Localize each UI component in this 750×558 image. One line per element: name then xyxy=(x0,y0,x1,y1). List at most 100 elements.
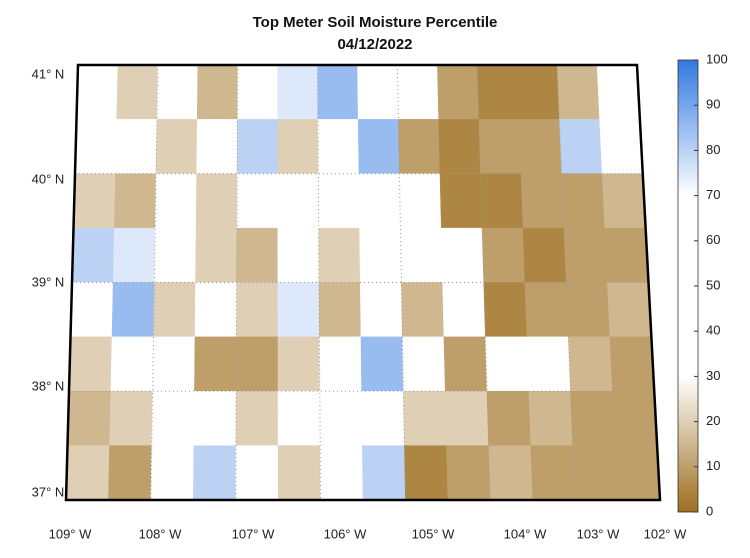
moisture-cell xyxy=(235,445,279,501)
colorbar-tick-label: 20 xyxy=(706,413,720,428)
moisture-cell xyxy=(442,282,486,338)
moisture-cell xyxy=(596,64,641,120)
lon-label: 109° W xyxy=(49,526,93,541)
moisture-cell xyxy=(478,119,522,174)
moisture-cell xyxy=(318,227,361,283)
lon-label: 103° W xyxy=(577,526,621,541)
moisture-cell xyxy=(318,173,360,229)
moisture-cell xyxy=(397,64,439,120)
lon-label: 108° W xyxy=(139,526,183,541)
lon-label: 107° W xyxy=(232,526,276,541)
moisture-cell xyxy=(570,391,616,446)
moisture-cell xyxy=(446,445,491,501)
moisture-cell xyxy=(357,119,400,174)
moisture-cell xyxy=(195,227,238,283)
moisture-cell xyxy=(277,64,319,120)
moisture-cell xyxy=(150,445,195,501)
moisture-cell xyxy=(400,227,443,283)
moisture-cell xyxy=(601,173,646,229)
moisture-cell xyxy=(111,282,155,338)
colorbar-tick-label: 40 xyxy=(706,323,720,338)
moisture-cell xyxy=(565,282,611,338)
moisture-cell xyxy=(360,336,404,392)
moisture-cell xyxy=(362,445,406,501)
moisture-cell xyxy=(114,173,157,229)
colorbar-tick-label: 70 xyxy=(706,187,720,202)
subtitle: 04/12/2022 xyxy=(337,36,412,53)
moisture-cell xyxy=(277,282,320,338)
moisture-cell xyxy=(604,227,649,283)
moisture-cell xyxy=(317,119,360,174)
state-border xyxy=(64,63,662,502)
moisture-cell xyxy=(67,391,112,446)
moisture-cell xyxy=(524,282,569,338)
moisture-cell xyxy=(194,336,237,392)
moisture-cell xyxy=(599,119,644,174)
moisture-cell xyxy=(359,227,402,283)
moisture-cell xyxy=(404,445,449,501)
moisture-cell xyxy=(70,282,114,338)
moisture-cell xyxy=(403,391,447,446)
graticule xyxy=(396,64,406,501)
moisture-cell xyxy=(561,173,606,229)
lon-label: 102° W xyxy=(644,526,688,541)
moisture-cell xyxy=(486,391,532,446)
colorbar-tick-label: 30 xyxy=(706,368,720,383)
moisture-cell xyxy=(277,227,320,283)
graticule xyxy=(235,64,239,501)
moisture-cell xyxy=(237,64,278,120)
moisture-cell xyxy=(115,119,158,174)
colorbar-tick-label: 100 xyxy=(706,51,728,66)
moisture-cell xyxy=(236,173,279,229)
moisture-cell xyxy=(319,445,364,501)
moisture-cell xyxy=(196,64,238,120)
colorbar-tick-label: 60 xyxy=(706,232,720,247)
moisture-cell xyxy=(73,173,116,229)
moisture-cell xyxy=(516,64,560,120)
lat-label: 39° N xyxy=(32,274,65,289)
moisture-cell xyxy=(236,282,279,338)
moisture-cell xyxy=(438,119,481,174)
moisture-cell xyxy=(398,119,441,174)
moisture-cell xyxy=(235,336,279,392)
moisture-cell xyxy=(195,173,238,229)
colorbar-tick-label: 10 xyxy=(706,458,720,473)
moisture-cell xyxy=(402,336,446,392)
moisture-cell xyxy=(520,173,565,229)
moisture-cell xyxy=(110,336,154,392)
moisture-cell xyxy=(154,173,197,229)
title: Top Meter Soil Moisture Percentile xyxy=(253,14,498,31)
lat-label: 38° N xyxy=(32,378,65,393)
moisture-cell xyxy=(609,336,655,392)
moisture-cell xyxy=(526,336,571,392)
moisture-cell xyxy=(361,391,405,446)
moisture-cell xyxy=(194,282,237,338)
moisture-cell xyxy=(481,227,526,283)
moisture-cell xyxy=(193,445,237,501)
lat-label: 41° N xyxy=(32,66,65,81)
lat-label: 37° N xyxy=(32,484,65,499)
moisture-cell xyxy=(277,445,321,501)
moisture-cell xyxy=(437,64,480,120)
moisture-cell xyxy=(319,391,363,446)
colorbar-tick-label: 50 xyxy=(706,277,720,292)
lat-label: 40° N xyxy=(32,171,65,186)
moisture-cell xyxy=(444,391,489,446)
moisture-cell xyxy=(614,445,661,501)
moisture-cell xyxy=(528,391,574,446)
moisture-cell xyxy=(277,336,321,392)
moisture-cell xyxy=(439,173,483,229)
moisture-cell xyxy=(358,173,401,229)
moisture-cell xyxy=(109,391,153,446)
moisture-cell xyxy=(116,64,159,120)
moisture-cell xyxy=(112,227,156,283)
moisture-cell xyxy=(357,64,399,120)
moisture-cell xyxy=(477,64,520,120)
graticule xyxy=(150,64,159,501)
moisture-cell xyxy=(522,227,567,283)
moisture-cell xyxy=(568,336,613,392)
moisture-cell xyxy=(399,173,442,229)
moisture-cell xyxy=(151,391,195,446)
moisture-cell xyxy=(607,282,652,338)
moisture-cell xyxy=(76,64,119,120)
